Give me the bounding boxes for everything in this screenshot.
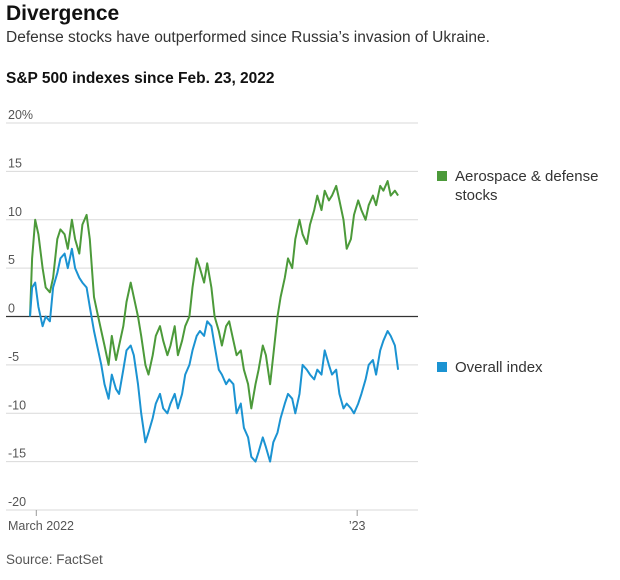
y-tick-label: -20 xyxy=(8,495,26,509)
y-tick-label: 10 xyxy=(8,205,22,219)
legend-swatch-green xyxy=(437,171,447,181)
y-tick-label: -15 xyxy=(8,447,26,461)
legend-label-overall-index: Overall index xyxy=(455,359,543,376)
chart-title: S&P 500 indexes since Feb. 23, 2022 xyxy=(6,70,275,87)
y-axis-tick-labels: 20% 15 10 5 0 -5 -10 -15 -20 xyxy=(8,108,33,509)
series-line-aerospace-defense xyxy=(29,180,399,410)
y-tick-label: 15 xyxy=(8,156,22,170)
grid-lines xyxy=(6,122,418,511)
legend-label-aerospace-defense: Aerospace & defense stocks xyxy=(455,168,599,204)
series-lines xyxy=(29,180,400,463)
x-axis-tick-labels: March 2022 ’23 xyxy=(8,510,366,533)
legend-swatch-blue xyxy=(437,362,447,372)
x-tick-label: ’23 xyxy=(349,519,366,533)
y-tick-label: 20% xyxy=(8,108,33,122)
page-subtitle: Defense stocks have outperformed since R… xyxy=(6,29,490,46)
page-title: Divergence xyxy=(6,2,120,25)
y-tick-label: 0 xyxy=(8,302,15,316)
y-tick-label: 5 xyxy=(8,253,15,267)
legend-item-aerospace-defense: Aerospace & defense stocks xyxy=(437,167,617,205)
series-line-overall-index xyxy=(29,247,400,463)
line-chart: 20% 15 10 5 0 -5 -10 -15 -20 March 2022 ’23 xyxy=(6,108,418,533)
source-note: Source: FactSet xyxy=(6,552,103,567)
legend-item-overall-index: Overall index xyxy=(437,358,617,377)
y-tick-label: -5 xyxy=(8,350,19,364)
y-tick-label: -10 xyxy=(8,398,26,412)
x-tick-label: March 2022 xyxy=(8,519,74,533)
